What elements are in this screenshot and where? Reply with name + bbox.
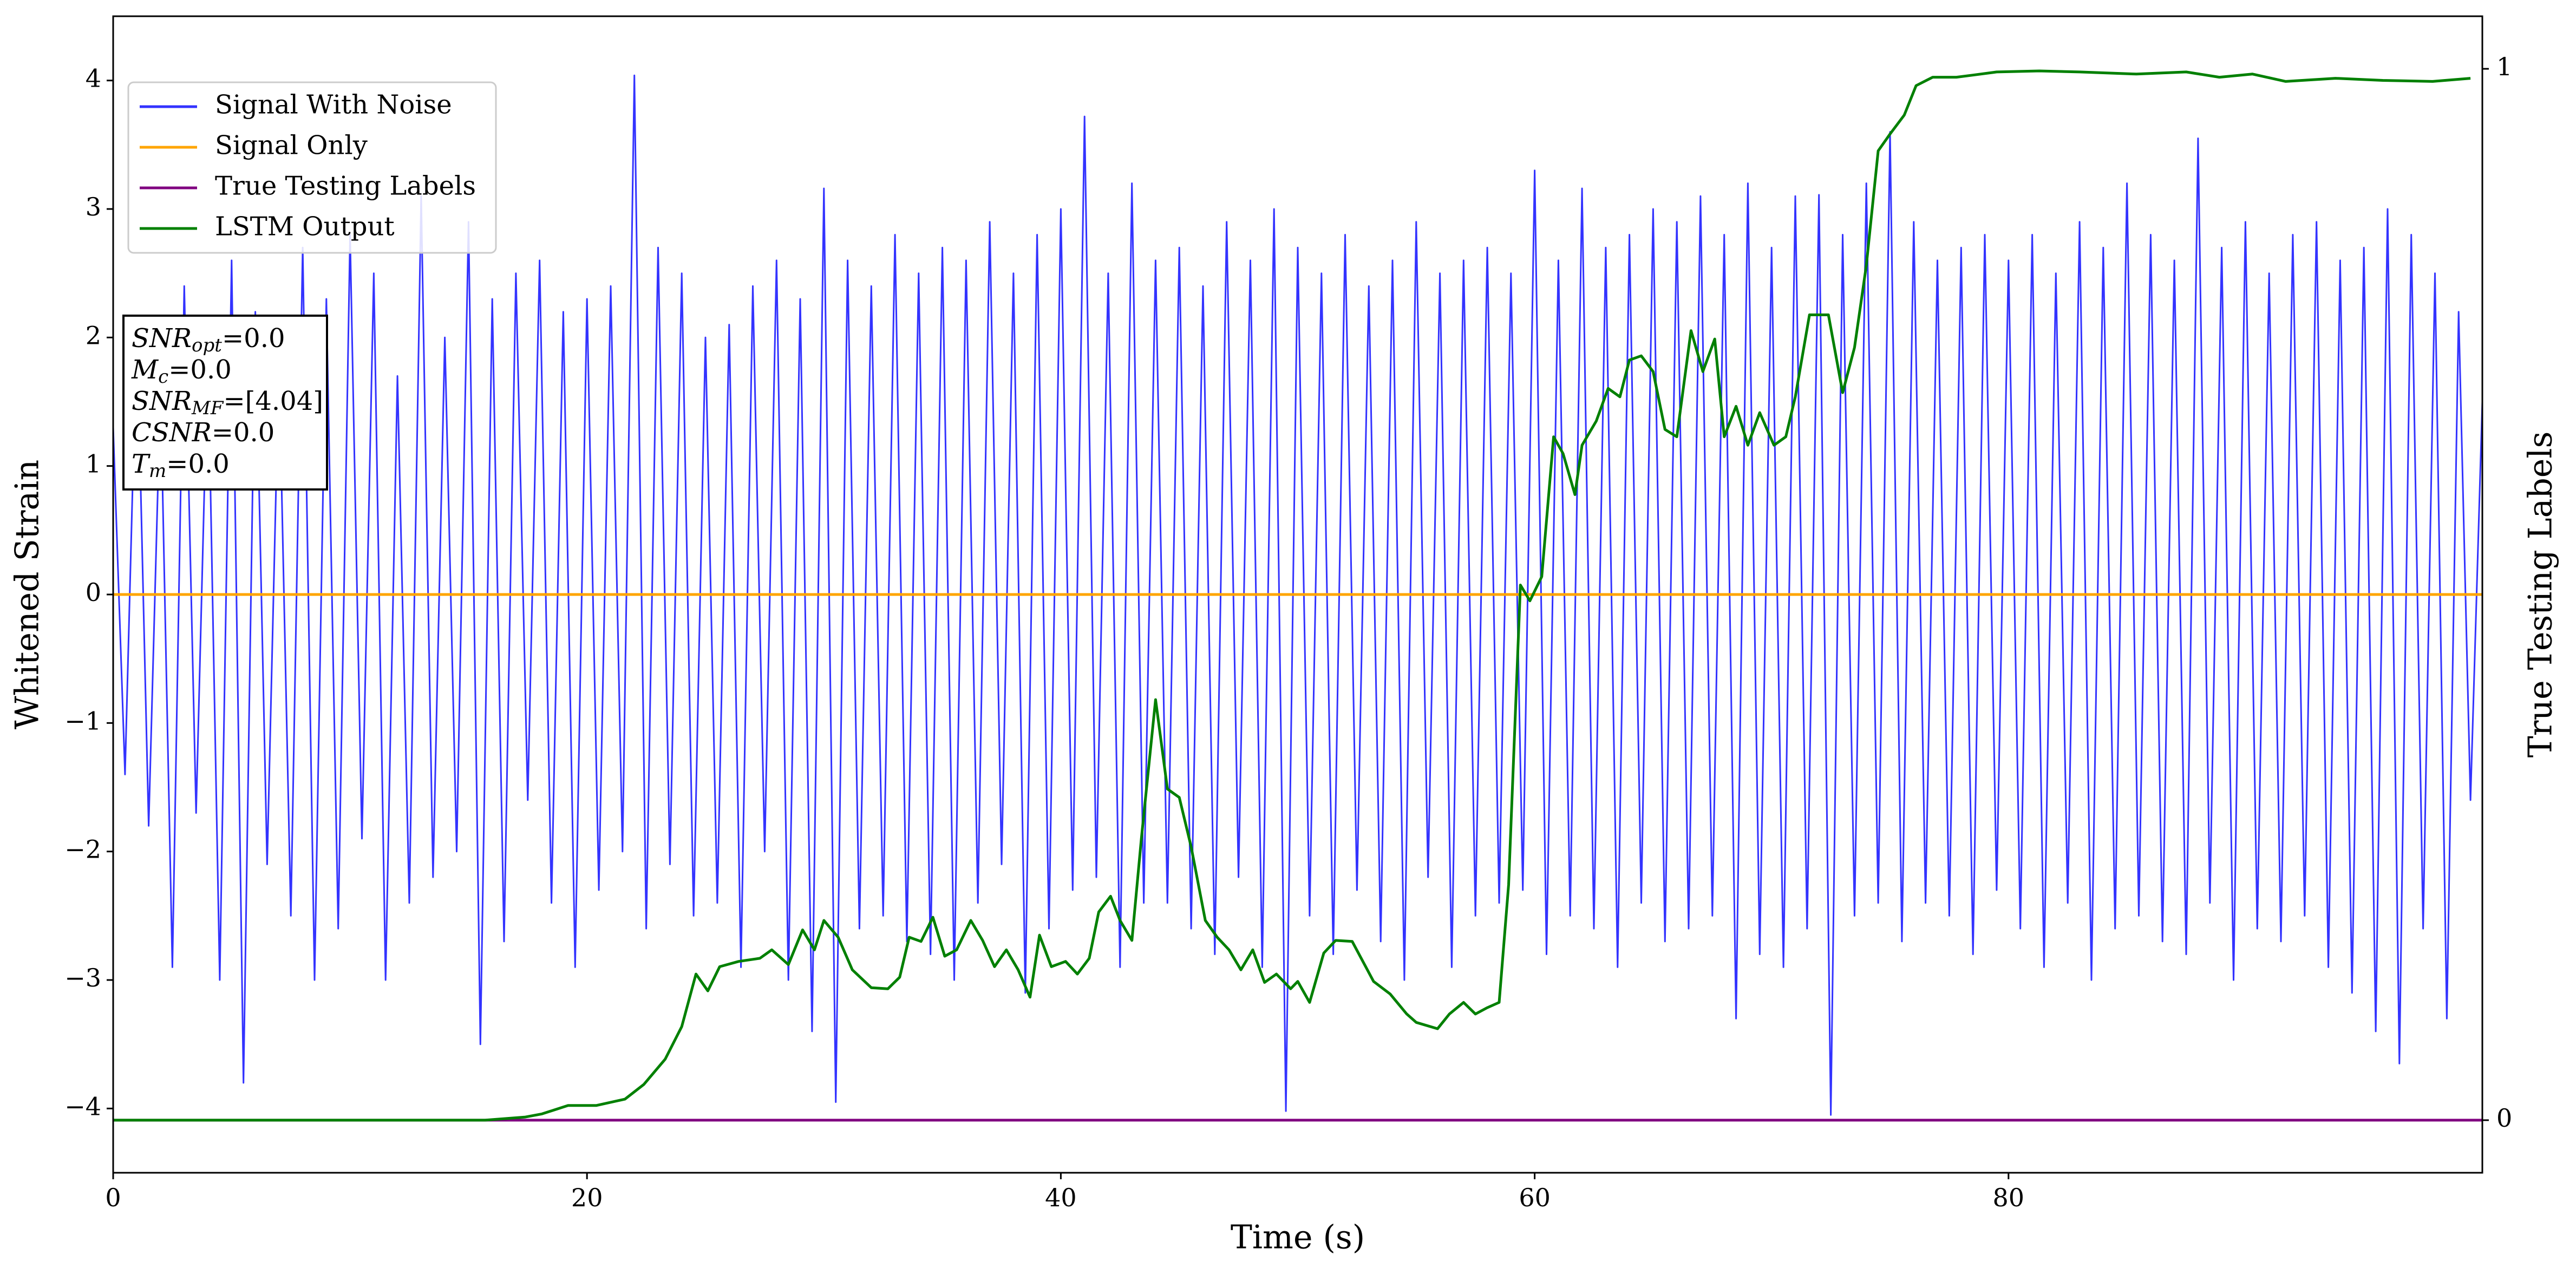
x-tick-label: 80 (1993, 1183, 2025, 1212)
x-tick-label: 20 (571, 1183, 603, 1212)
x-axis-label: Time (s) (1231, 1219, 1365, 1257)
x-tick-label: 0 (105, 1183, 121, 1212)
legend-label: LSTM Output (215, 212, 395, 242)
y-tick-label: 4 (86, 64, 101, 93)
y2-tick-label: 1 (2496, 52, 2512, 81)
legend-label: True Testing Labels (215, 171, 476, 201)
y2-tick-label: 0 (2496, 1103, 2512, 1133)
annotation-symbol: CSNR (132, 417, 212, 448)
y2-axis-label: True Testing Labels (2522, 432, 2560, 758)
annotation-line: SNRopt=0.0 (132, 323, 285, 357)
annotation-symbol: SNR (132, 323, 192, 354)
annotation-symbol: SNR (132, 386, 192, 416)
annotation-line: SNRMF=[4.04] (132, 386, 323, 420)
annotation-line: CSNR=0.0 (132, 417, 274, 448)
legend-label: Signal With Noise (215, 90, 452, 120)
annotation-text: =0.0 (212, 417, 275, 448)
annotation-box (122, 315, 328, 491)
annotation-text: =0.0 (166, 449, 230, 479)
annotation-subscript: m (149, 460, 166, 482)
annotation-text: =[4.04] (223, 386, 323, 416)
x-tick-label: 60 (1519, 1183, 1551, 1212)
annotation-text: =0.0 (222, 323, 285, 354)
annotation-symbol: M (131, 355, 159, 385)
annotation-subscript: c (158, 366, 168, 388)
y-tick-label: −4 (64, 1092, 101, 1121)
annotation-subscript: opt (192, 335, 222, 356)
series-line (113, 74, 2482, 1116)
annotation-text: =0.0 (168, 355, 232, 385)
annotation-line: Tm=0.0 (132, 449, 230, 482)
y-tick-label: 2 (86, 321, 101, 350)
annotation-symbol: T (132, 449, 151, 479)
legend: Signal With Noise Signal Only True Testing… (127, 81, 497, 254)
annotation-subscript: MF (191, 397, 224, 419)
legend-label: Signal Only (215, 130, 368, 161)
annotation-line: Mc=0.0 (131, 355, 232, 388)
y-tick-label: −2 (64, 835, 101, 864)
y-tick-label: 1 (86, 449, 101, 479)
annotation: SNRopt=0.0Mc=0.0SNRMF=[4.04]CSNR=0.0Tm=0… (122, 315, 328, 491)
y-tick-label: 3 (86, 192, 101, 221)
series-line (113, 69, 2471, 1122)
y-axis-label: Whitened Strain (9, 460, 47, 729)
legend-box (127, 81, 497, 254)
y-tick-label: −3 (64, 963, 101, 992)
x-tick-label: 40 (1045, 1183, 1077, 1212)
y-tick-label: −1 (64, 706, 101, 735)
y-tick-label: 0 (86, 578, 101, 607)
